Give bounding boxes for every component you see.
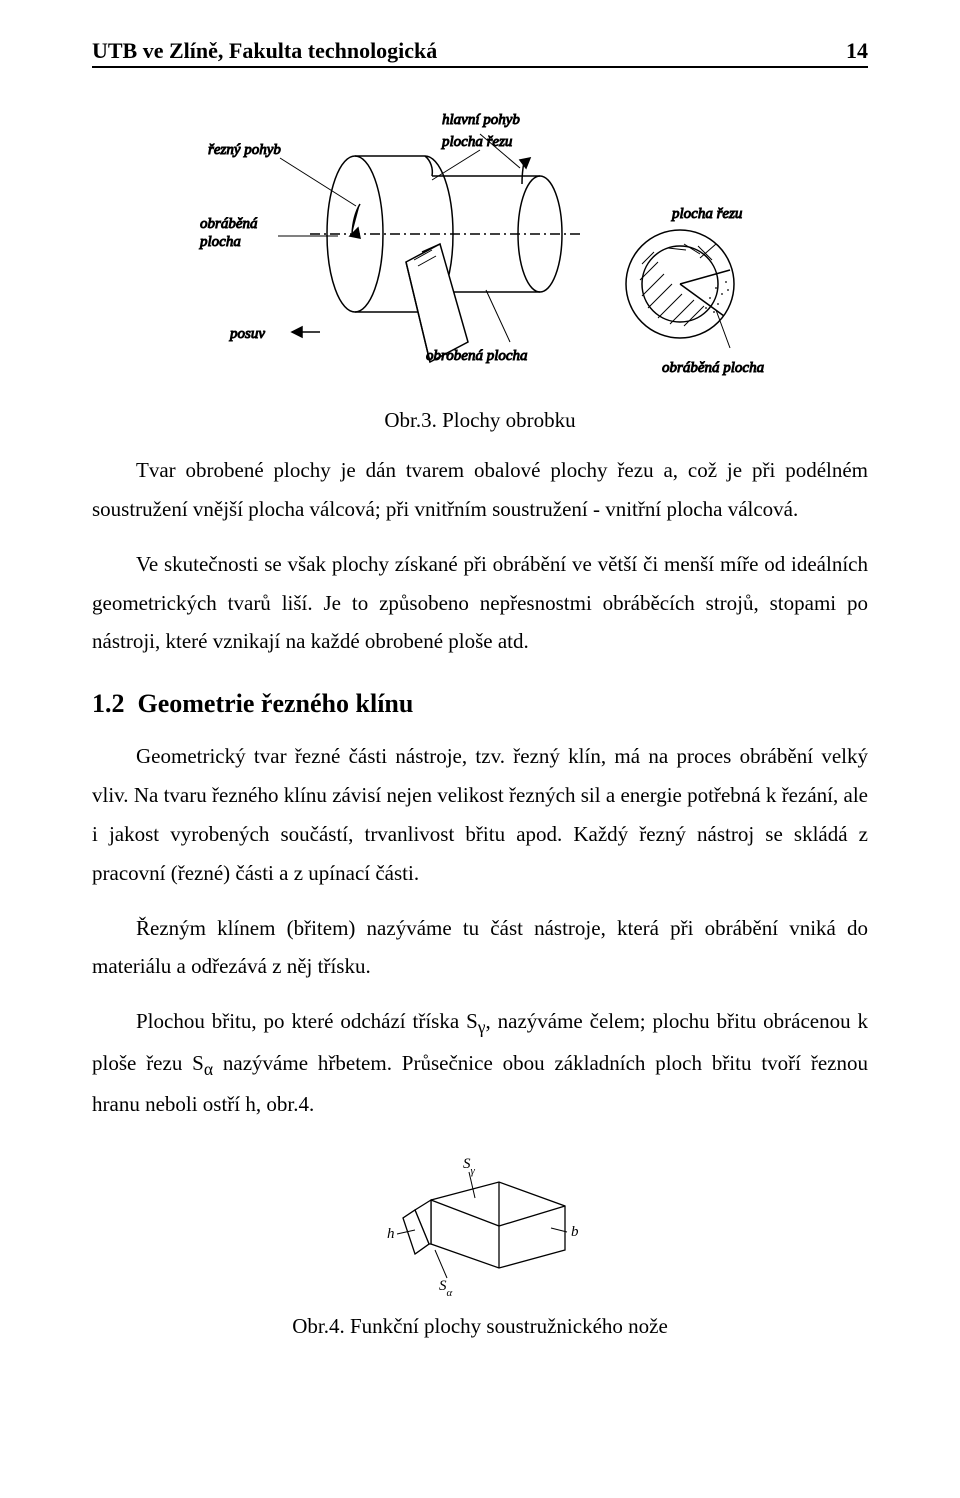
fig3-label-rezny-pohyb: řezný pohyb [208, 142, 281, 158]
fig3-label-plocha-rezu-top: plocha řezu [441, 134, 512, 150]
fig4-label-h: h [387, 1226, 395, 1242]
para-5: Plochou břitu, po které odchází tříska S… [92, 1002, 868, 1124]
figure-3-caption: Obr.3. Plochy obrobku [92, 408, 868, 433]
para-2: Ve skutečnosti se však plochy získané př… [92, 545, 868, 662]
para-5a: Plochou břitu, po které odchází tříska S [136, 1009, 478, 1033]
para-3: Geometrický tvar řezné části nástroje, t… [92, 737, 868, 892]
fig3-label-obrabena-right: obráběná plocha [662, 360, 764, 376]
figure-4: Sγ h Sα b [92, 1140, 868, 1300]
running-header: UTB ve Zlíně, Fakulta technologická 14 [92, 38, 868, 68]
figure-3-svg: řezný pohyb obráběná plocha posuv hlavní… [170, 94, 790, 394]
page-root: UTB ve Zlíně, Fakulta technologická 14 [0, 0, 960, 1397]
fig4-label-s-alpha: Sα [439, 1278, 453, 1299]
section-heading-1-2: 1.2 Geometrie řezného klínu [92, 689, 868, 719]
fig3-label-posuv: posuv [229, 326, 265, 342]
fig3-label-obrobena: obrobená plocha [426, 348, 528, 364]
header-left: UTB ve Zlíně, Fakulta technologická [92, 38, 437, 64]
fig3-label-plocha-rezu-right: plocha řezu [671, 206, 742, 222]
fig3-label-obrabena-left-1: obráběná [200, 216, 258, 232]
fig3-label-obrabena-left-2: plocha [199, 234, 241, 250]
para-1: Tvar obrobené plochy je dán tvarem obalo… [92, 451, 868, 529]
fig3-label-hlavni-pohyb: hlavní pohyb [442, 112, 520, 128]
page-number: 14 [846, 38, 868, 64]
fig4-label-b: b [571, 1224, 579, 1240]
para-4: Řezným klínem (břitem) nazýváme tu část … [92, 909, 868, 987]
sub-alpha: α [204, 1059, 213, 1079]
figure-4-svg: Sγ h Sα b [375, 1140, 585, 1300]
figure-3: řezný pohyb obráběná plocha posuv hlavní… [92, 94, 868, 394]
figure-4-caption: Obr.4. Funkční plochy soustružnického no… [92, 1314, 868, 1339]
section-number: 1.2 [92, 689, 125, 718]
section-title: Geometrie řezného klínu [138, 689, 414, 718]
